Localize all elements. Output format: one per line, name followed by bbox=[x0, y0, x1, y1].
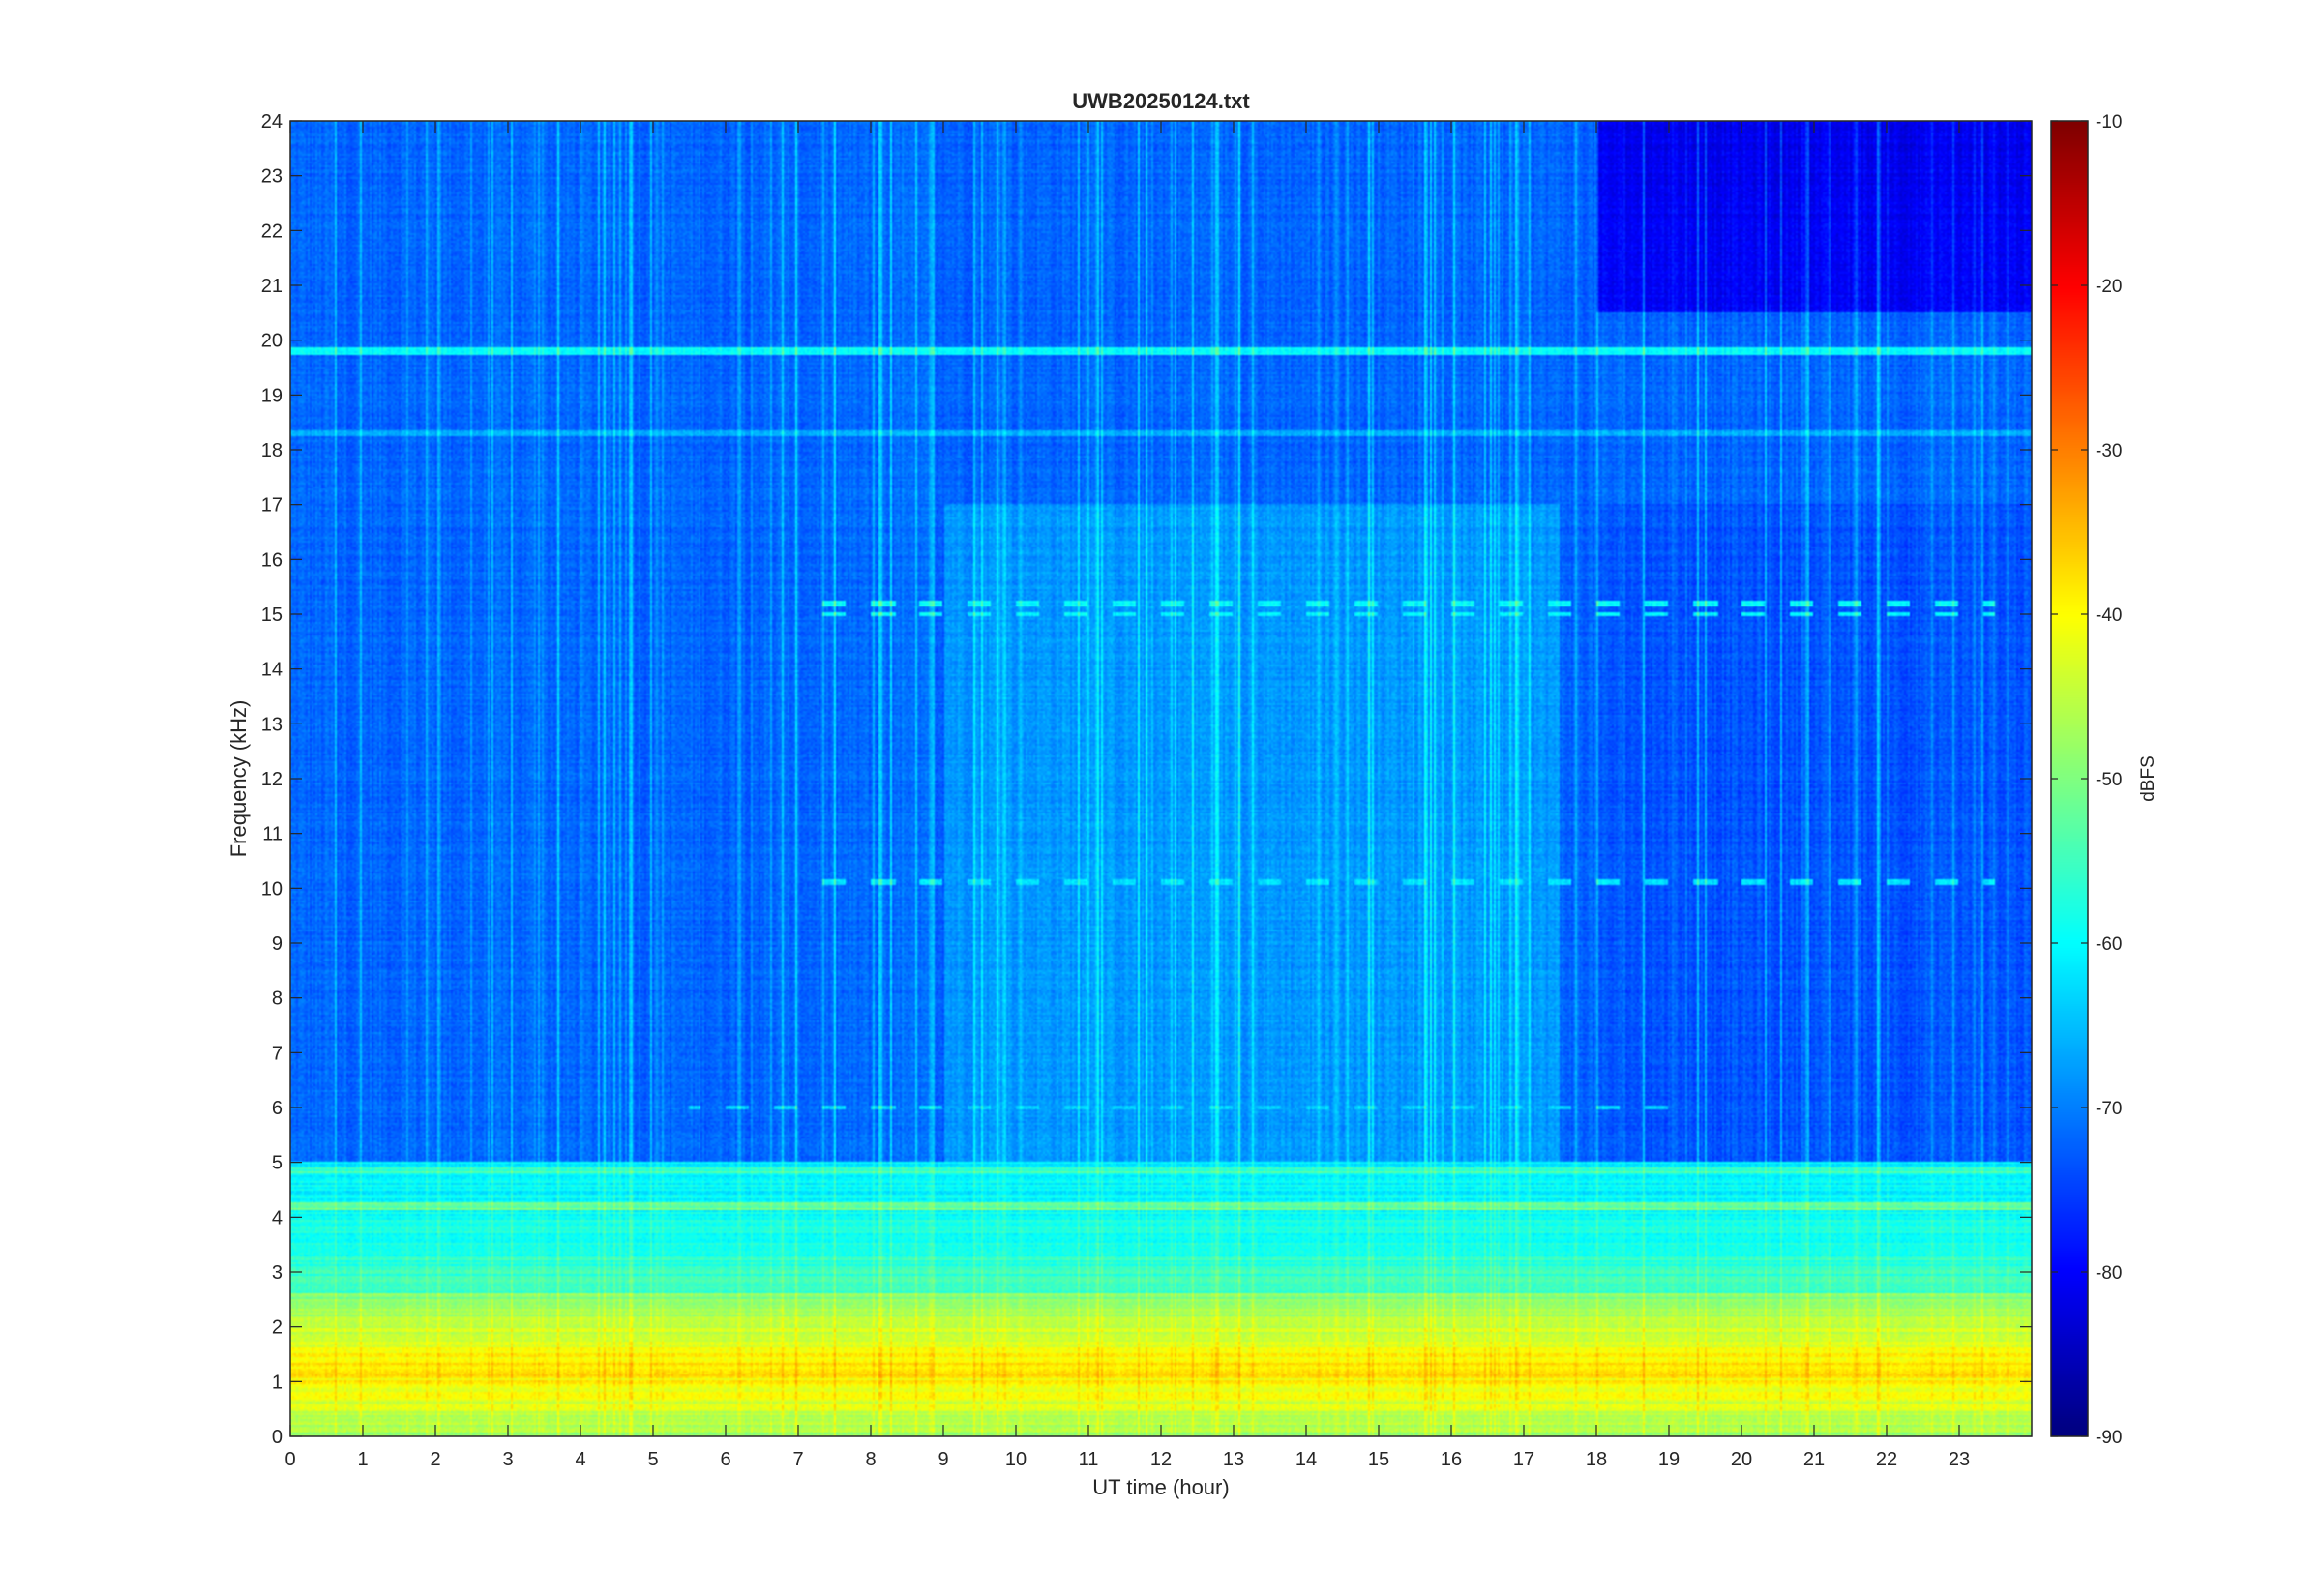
x-tick-label: 22 bbox=[1876, 1449, 1897, 1470]
x-tick-label: 20 bbox=[1731, 1449, 1752, 1470]
x-tick-label: 17 bbox=[1513, 1449, 1534, 1470]
spectrogram-heatmap bbox=[290, 121, 2032, 1436]
x-tick-label: 0 bbox=[284, 1449, 295, 1470]
x-tick-label: 8 bbox=[865, 1449, 876, 1470]
x-tick-label: 9 bbox=[938, 1449, 948, 1470]
x-tick-label: 14 bbox=[1295, 1449, 1317, 1470]
y-tick-label: 9 bbox=[272, 933, 283, 955]
y-tick-label: 18 bbox=[261, 440, 283, 461]
y-tick-label: 19 bbox=[261, 385, 283, 406]
y-tick-label: 21 bbox=[261, 276, 283, 297]
colorbar-tick-label: -90 bbox=[2096, 1428, 2122, 1448]
x-tick-label: 16 bbox=[1441, 1449, 1462, 1470]
y-tick-label: 0 bbox=[272, 1427, 283, 1448]
x-tick-label: 11 bbox=[1079, 1449, 1099, 1470]
y-tick-label: 24 bbox=[261, 111, 283, 133]
colorbar-tick-label: -80 bbox=[2096, 1263, 2122, 1284]
x-tick-label: 10 bbox=[1005, 1449, 1027, 1470]
y-tick-label: 12 bbox=[261, 769, 283, 790]
colorbar-tick-label: -20 bbox=[2096, 277, 2122, 297]
y-tick-label: 17 bbox=[261, 495, 283, 517]
y-tick-label: 20 bbox=[261, 331, 283, 352]
y-tick-label: 8 bbox=[272, 989, 283, 1010]
y-tick-label: 14 bbox=[261, 660, 283, 681]
y-tick-label: 23 bbox=[261, 166, 283, 188]
y-tick-label: 3 bbox=[272, 1262, 283, 1284]
x-tick-label: 2 bbox=[430, 1449, 440, 1470]
x-tick-label: 21 bbox=[1803, 1449, 1825, 1470]
x-tick-label: 6 bbox=[720, 1449, 730, 1470]
y-tick-label: 4 bbox=[272, 1207, 283, 1228]
y-tick-label: 22 bbox=[261, 221, 283, 242]
x-axis-label: UT time (hour) bbox=[1092, 1475, 1229, 1499]
y-tick-label: 13 bbox=[261, 714, 283, 735]
x-tick-label: 23 bbox=[1949, 1449, 1970, 1470]
y-axis-label: Frequency (kHz) bbox=[226, 700, 251, 858]
y-tick-label: 15 bbox=[261, 605, 283, 626]
x-tick-label: 7 bbox=[792, 1449, 803, 1470]
x-tick-label: 19 bbox=[1658, 1449, 1680, 1470]
y-tick-label: 2 bbox=[272, 1317, 283, 1339]
y-tick-label: 7 bbox=[272, 1043, 283, 1064]
x-tick-label: 3 bbox=[502, 1449, 513, 1470]
colorbar-tick-label: -60 bbox=[2096, 934, 2122, 955]
y-tick-label: 10 bbox=[261, 878, 283, 900]
x-tick-label: 12 bbox=[1150, 1449, 1172, 1470]
x-tick-label: 5 bbox=[647, 1449, 658, 1470]
chart-title: UWB20250124.txt bbox=[1072, 89, 1250, 113]
y-tick-label: 16 bbox=[261, 549, 283, 571]
x-tick-label: 1 bbox=[357, 1449, 368, 1470]
x-axis: 0 1 2 3 4 5 6 7 8 9 10 11 12 13 14 15 16 17 18 19 20 21 22 23 bbox=[284, 121, 1970, 1470]
y-tick-label: 11 bbox=[262, 824, 283, 845]
y-tick-label: 5 bbox=[272, 1153, 283, 1174]
spectrogram-area bbox=[289, 120, 2033, 1437]
colorbar-label: dBFS bbox=[2138, 755, 2158, 802]
y-tick-label: 6 bbox=[272, 1098, 283, 1119]
colorbar-tick-label: -30 bbox=[2096, 441, 2122, 461]
x-tick-label: 15 bbox=[1368, 1449, 1389, 1470]
x-tick-label: 13 bbox=[1223, 1449, 1244, 1470]
colorbar-ticks: -10 -20 -30 -40 -50 -60 -70 -80 -90 bbox=[2051, 112, 2122, 1448]
colorbar: -10 -20 -30 -40 -50 -60 -70 -80 -90 dBFS bbox=[2050, 112, 2158, 1448]
colorbar-tick-label: -70 bbox=[2096, 1099, 2122, 1119]
colorbar-tick-label: -40 bbox=[2096, 606, 2122, 626]
x-tick-label: 4 bbox=[575, 1449, 585, 1470]
colorbar-tick-label: -10 bbox=[2096, 112, 2122, 133]
colorbar-tick-label: -50 bbox=[2096, 770, 2122, 790]
x-tick-label: 18 bbox=[1586, 1449, 1607, 1470]
y-tick-label: 1 bbox=[272, 1372, 283, 1393]
